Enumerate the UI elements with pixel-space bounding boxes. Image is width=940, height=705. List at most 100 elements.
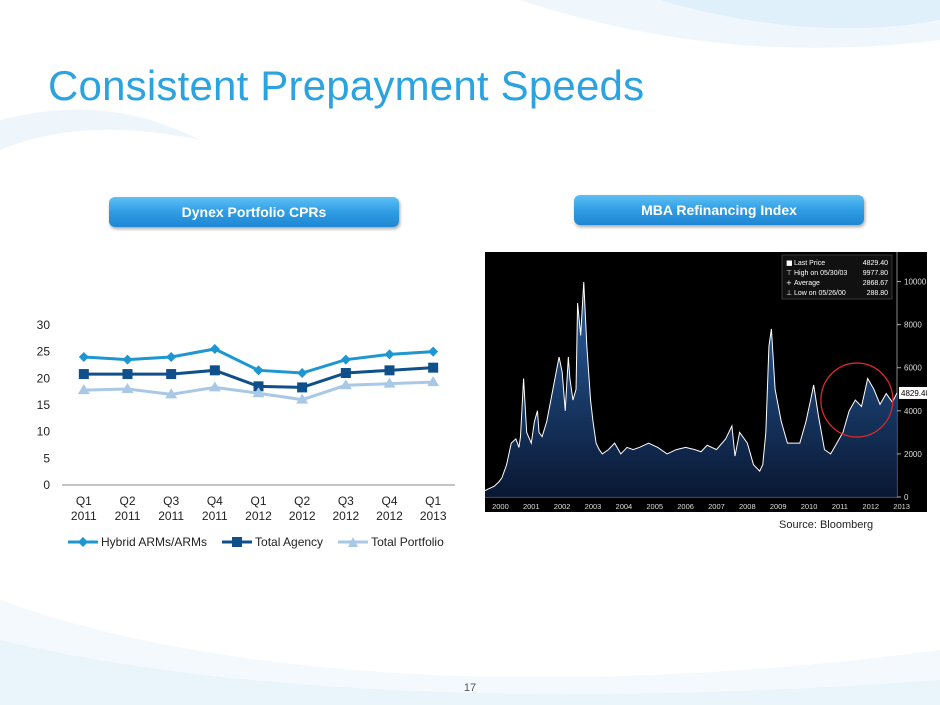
last-price-tag xyxy=(899,386,927,399)
legend-label: Low on 05/26/00 xyxy=(794,290,846,297)
data-point xyxy=(78,352,89,362)
x-tick-label: 2012 xyxy=(245,509,272,523)
data-point xyxy=(209,344,220,354)
data-point xyxy=(253,365,264,376)
y-tick-label: 30 xyxy=(37,318,51,332)
data-point xyxy=(428,362,439,373)
y-tick-label: 0 xyxy=(43,478,50,492)
data-point xyxy=(297,368,308,378)
y-tick-label: 8000 xyxy=(904,321,922,330)
legend-item-portfolio: Total Portfolio xyxy=(338,535,444,549)
cpr-line-chart: 051015202530Q12011Q22011Q32011Q42011Q120… xyxy=(37,318,455,523)
x-tick-label: 2011 xyxy=(71,509,97,523)
legend-value: 4829.40 xyxy=(863,260,888,267)
x-tick-label: 2013 xyxy=(420,509,447,523)
x-tick-label: Q2 xyxy=(294,494,310,508)
data-point xyxy=(165,388,178,399)
mba-index-label: MBA Refinancing Index xyxy=(574,195,864,225)
legend-marker-hybrid xyxy=(68,537,98,547)
data-point xyxy=(122,369,133,380)
x-tick-label: 2013 xyxy=(893,502,910,511)
y-tick-label: 4000 xyxy=(904,407,922,416)
legend-symbol: ■ xyxy=(786,259,793,267)
legend-item-hybrid: Hybrid ARMs/ARMs xyxy=(68,535,207,549)
y-tick-label: 10 xyxy=(37,425,51,439)
data-point xyxy=(384,349,395,360)
x-tick-label: 2007 xyxy=(708,502,725,511)
data-point xyxy=(297,382,308,393)
legend-value: 9977.80 xyxy=(863,270,888,277)
x-tick-label: 2012 xyxy=(332,509,359,523)
data-point xyxy=(340,368,351,378)
data-point xyxy=(252,387,265,398)
data-point xyxy=(340,354,351,365)
data-point xyxy=(166,369,177,380)
y-tick-label: 6000 xyxy=(904,364,922,373)
x-tick-label: Q3 xyxy=(338,494,354,508)
legend-symbol: + xyxy=(786,279,792,287)
y-tick-label: 2000 xyxy=(904,450,922,459)
legend-label: Average xyxy=(794,280,820,287)
legend-marker-portfolio xyxy=(338,537,369,547)
data-point xyxy=(383,377,396,388)
x-tick-label: 2006 xyxy=(677,502,694,511)
mba-refi-chart: 0 2000 4000 6000 8000 10000 2000 2001 2002 2003 20… xyxy=(485,252,927,512)
x-tick-label: Q4 xyxy=(381,494,397,508)
legend-value: 2868.67 xyxy=(863,280,888,287)
data-point xyxy=(208,381,221,392)
last-price-tag-label: 4829.40 xyxy=(901,389,927,398)
x-tick-label: 2001 xyxy=(523,502,540,511)
x-tick-label: 2011 xyxy=(158,509,184,523)
dynex-cpr-label: Dynex Portfolio CPRs xyxy=(109,197,399,227)
legend-label: Last Price xyxy=(794,260,825,267)
highlight-circle xyxy=(820,362,894,438)
data-point xyxy=(384,365,395,376)
x-tick-label: 2012 xyxy=(862,502,879,511)
x-tick-label: 2009 xyxy=(770,502,787,511)
page-number: 17 xyxy=(463,682,477,694)
data-point xyxy=(296,393,309,404)
y-tick-label: 25 xyxy=(37,345,51,359)
slide-title: Consistent Prepayment Speeds xyxy=(48,62,645,109)
data-point xyxy=(78,369,89,380)
data-point xyxy=(77,384,90,395)
source-note: Source: Bloomberg xyxy=(779,519,874,531)
y-tick-label: 0 xyxy=(904,493,909,502)
x-tick-label: 2002 xyxy=(554,502,571,511)
x-tick-label: Q3 xyxy=(163,494,179,508)
legend-label-portfolio: Total Portfolio xyxy=(371,535,444,549)
x-tick-label: Q4 xyxy=(207,494,223,508)
x-tick-label: 2011 xyxy=(115,509,141,523)
x-tick-label: 2004 xyxy=(616,502,633,511)
x-tick-label: 2012 xyxy=(289,509,316,523)
x-tick-label: 2000 xyxy=(492,502,509,511)
x-tick-label: Q1 xyxy=(76,494,92,508)
data-point xyxy=(121,383,134,393)
data-point xyxy=(253,381,264,392)
x-tick-label: Q1 xyxy=(250,494,266,508)
y-tick-label: 20 xyxy=(37,371,51,385)
data-point xyxy=(428,346,439,357)
data-point xyxy=(427,376,440,387)
y-tick-label: 15 xyxy=(37,398,51,412)
chart-legend: Hybrid ARMs/ARMs Total Agency Total Port… xyxy=(68,535,459,549)
legend-item-agency: Total Agency xyxy=(222,535,323,549)
series-line xyxy=(485,281,898,491)
x-tick-label: Q2 xyxy=(119,494,135,508)
data-point xyxy=(339,379,352,390)
legend-symbol: ⊥ xyxy=(786,289,792,297)
data-point xyxy=(166,352,177,362)
legend-label-hybrid: Hybrid ARMs/ARMs xyxy=(101,535,208,549)
legend-label: High on 05/30/03 xyxy=(794,270,847,277)
x-tick-label: 2010 xyxy=(801,502,818,511)
y-tick-label: 10000 xyxy=(904,278,927,287)
legend-label-agency: Total Agency xyxy=(255,535,324,549)
x-tick-label: 2011 xyxy=(832,502,848,511)
legend-symbol: ⊤ xyxy=(786,269,792,277)
data-point xyxy=(209,365,220,376)
y-tick-label: 5 xyxy=(43,451,50,465)
data-point xyxy=(122,354,133,365)
x-tick-label: Q1 xyxy=(425,494,441,508)
x-tick-label: 2008 xyxy=(739,502,756,511)
